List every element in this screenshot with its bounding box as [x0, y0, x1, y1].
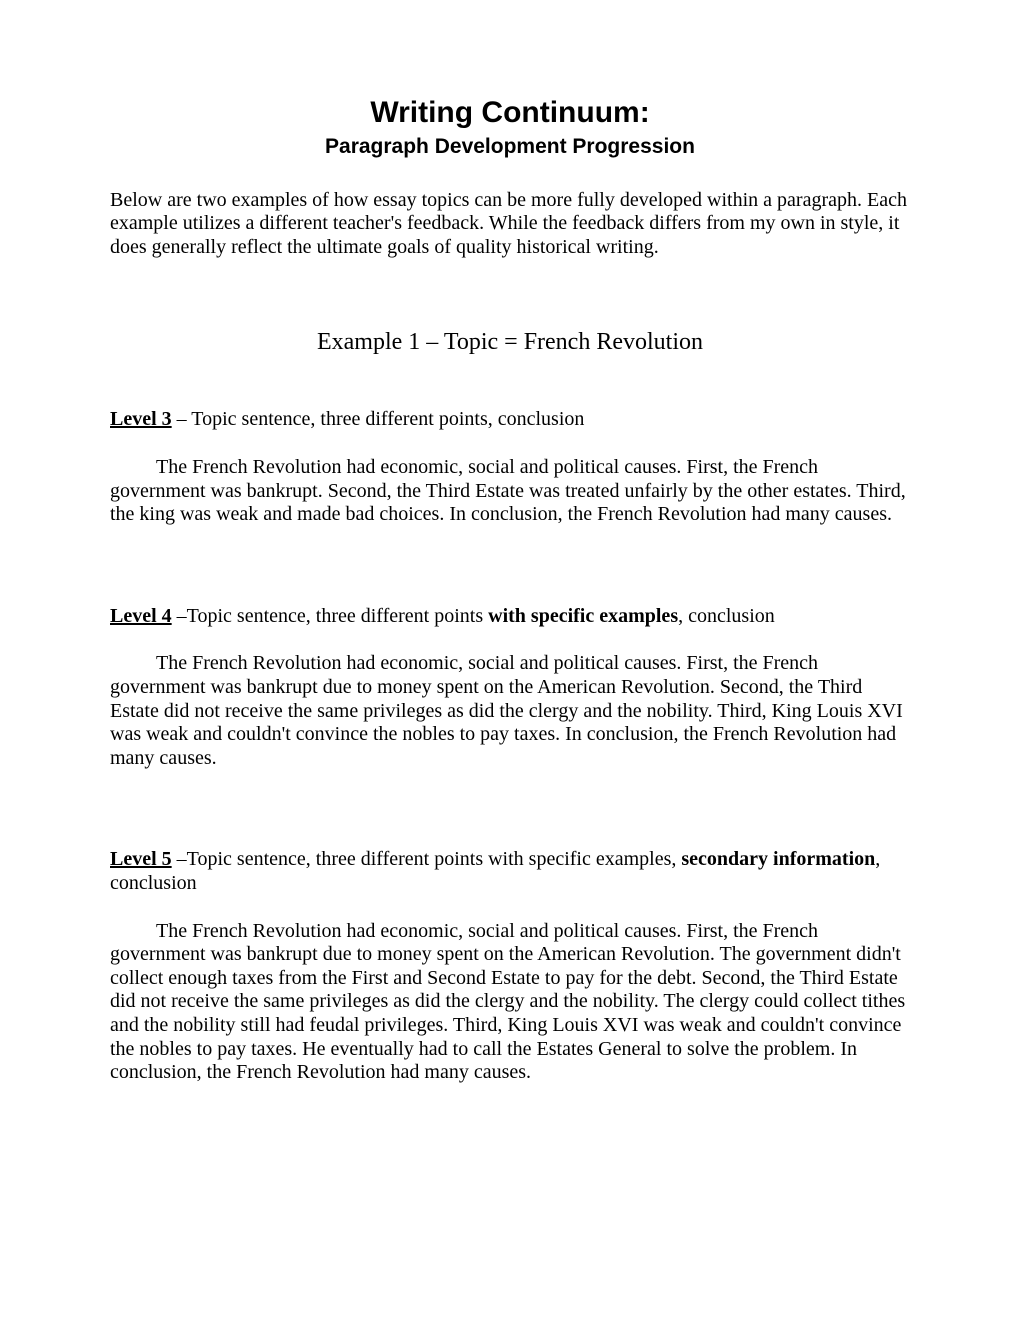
- level-5-label: Level 5: [110, 848, 172, 870]
- example-heading: Example 1 – Topic = French Revolution: [110, 329, 910, 356]
- level-5-heading: Level 5 –Topic sentence, three different…: [110, 848, 910, 895]
- level-4-descr-before: –Topic sentence, three different points: [172, 605, 488, 627]
- level-3-heading: Level 3 – Topic sentence, three differen…: [110, 408, 910, 432]
- intro-paragraph: Below are two examples of how essay topi…: [110, 189, 910, 260]
- level-4-label: Level 4: [110, 605, 172, 627]
- level-4-body: The French Revolution had economic, soci…: [110, 652, 910, 770]
- level-3-label: Level 3: [110, 408, 172, 430]
- level-5-descr-before: –Topic sentence, three different points …: [172, 848, 682, 870]
- level-4-descr-after: , conclusion: [678, 605, 775, 627]
- level-4-descr-bold: with specific examples: [488, 605, 678, 627]
- document-page: Writing Continuum: Paragraph Development…: [0, 0, 1020, 1320]
- document-subtitle: Paragraph Development Progression: [110, 135, 910, 159]
- level-3-body: The French Revolution had economic, soci…: [110, 456, 910, 527]
- document-title: Writing Continuum:: [110, 96, 910, 131]
- level-5-descr-bold: secondary information: [681, 848, 875, 870]
- level-5-body: The French Revolution had economic, soci…: [110, 920, 910, 1085]
- level-4-heading: Level 4 –Topic sentence, three different…: [110, 605, 910, 629]
- level-3-descr-before: – Topic sentence, three different points…: [172, 408, 585, 430]
